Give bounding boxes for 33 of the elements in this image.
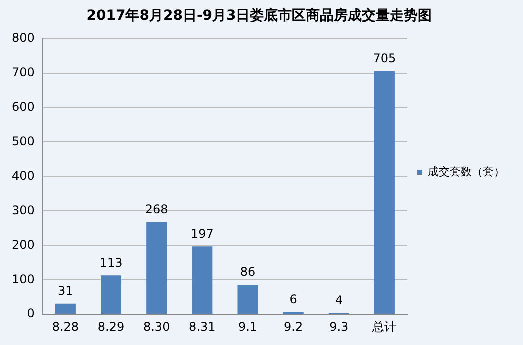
chart-title: 2017年8月28日-9月3日娄底市区商品房成交量走势图 — [86, 7, 432, 24]
x-tick-label: 9.1 — [238, 320, 258, 334]
y-tick-label: 400 — [12, 168, 35, 183]
data-label: 113 — [100, 256, 123, 270]
y-tick-label: 0 — [27, 306, 35, 321]
x-tick-label: 9.3 — [330, 320, 349, 334]
data-label: 31 — [58, 284, 74, 298]
x-tick-label: 8.28 — [52, 320, 80, 334]
bar — [374, 72, 395, 314]
x-tick-label: 8.31 — [189, 320, 216, 334]
x-tick-label: 总计 — [372, 320, 397, 334]
bar — [146, 222, 168, 314]
y-tick-label: 200 — [12, 238, 35, 252]
x-tick-label: 8.29 — [98, 320, 125, 334]
y-tick-label: 800 — [12, 30, 35, 45]
y-tick-label: 300 — [12, 203, 35, 218]
data-label: 268 — [145, 202, 168, 216]
y-tick-label: 100 — [12, 272, 35, 286]
bar — [192, 246, 213, 314]
bar — [238, 284, 258, 314]
data-label: 86 — [240, 265, 256, 280]
x-tick-label: 9.2 — [284, 320, 304, 334]
legend-label: 成交套数（套） — [428, 165, 505, 178]
y-tick-label: 600 — [12, 100, 35, 114]
data-label: 4 — [335, 293, 343, 308]
y-tick-label: 700 — [12, 65, 35, 80]
bar — [101, 276, 122, 314]
data-label: 705 — [373, 52, 396, 66]
data-label: 197 — [190, 226, 214, 241]
bar — [55, 304, 76, 314]
y-tick-label: 500 — [12, 134, 35, 148]
x-tick-label: 8.30 — [143, 320, 170, 334]
data-label: 6 — [290, 292, 298, 307]
